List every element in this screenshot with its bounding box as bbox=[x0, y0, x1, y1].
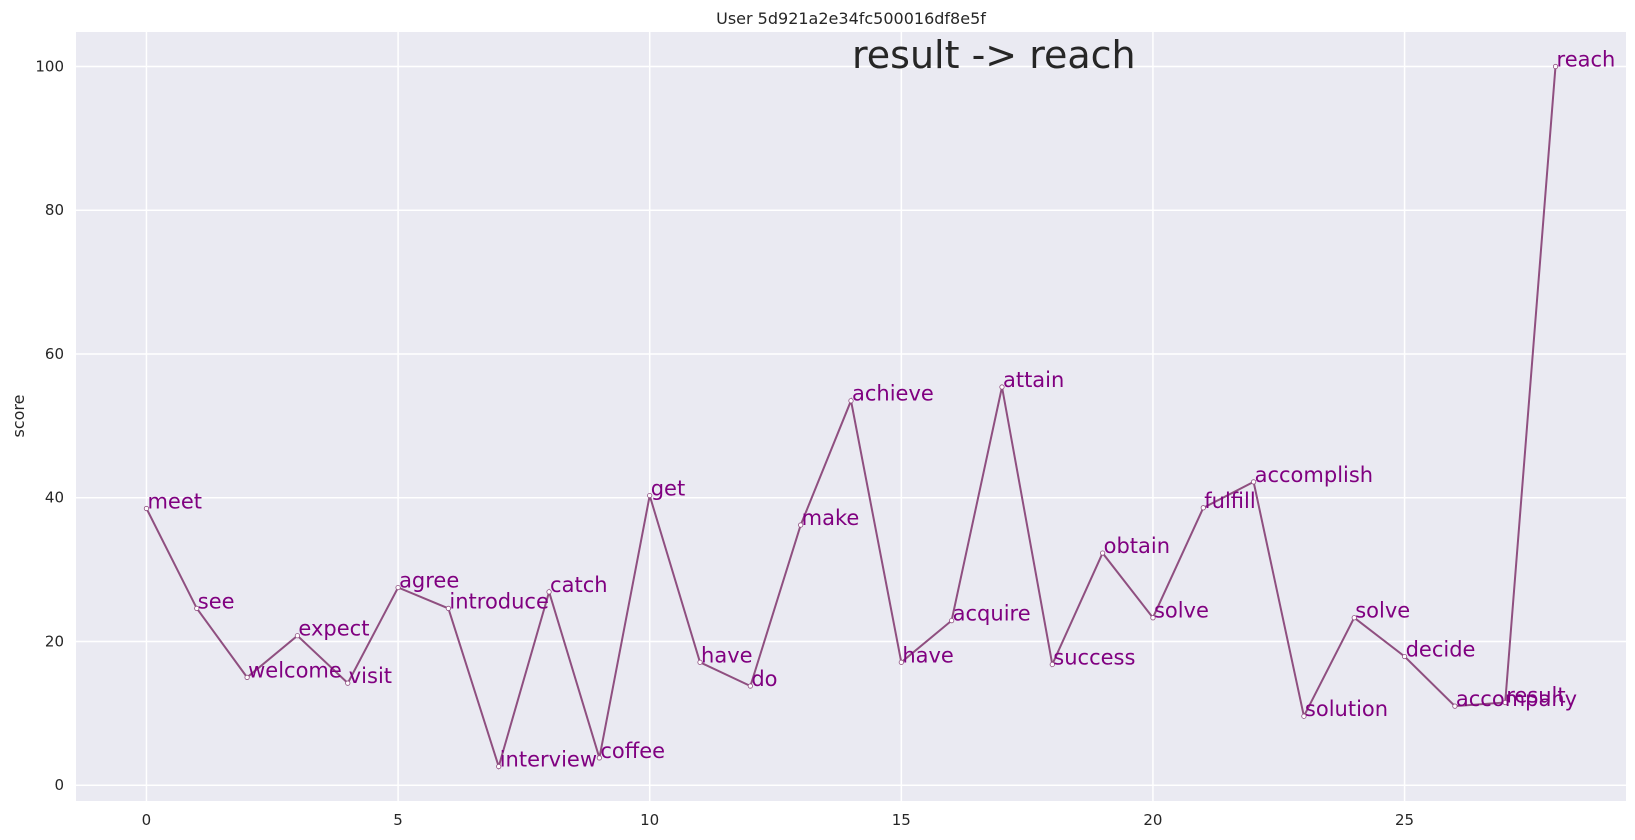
point-marker bbox=[345, 680, 351, 686]
point-label: attain bbox=[1003, 368, 1064, 392]
point-label: solve bbox=[1355, 599, 1410, 623]
point-marker bbox=[596, 755, 602, 761]
point-marker bbox=[848, 398, 854, 404]
point-marker bbox=[395, 584, 401, 591]
point-marker bbox=[1552, 63, 1559, 70]
point-label: obtain bbox=[1104, 534, 1170, 558]
x-tick-label: 10 bbox=[640, 811, 659, 829]
point-label: agree bbox=[399, 569, 459, 593]
point-marker bbox=[1100, 550, 1106, 556]
point-label: solve bbox=[1154, 599, 1209, 623]
point-marker bbox=[1049, 661, 1055, 668]
point-marker bbox=[747, 683, 753, 689]
point-marker bbox=[697, 659, 703, 665]
point-marker bbox=[143, 505, 150, 512]
point-label: welcome bbox=[248, 658, 342, 682]
point-marker bbox=[1452, 703, 1458, 709]
point-marker bbox=[294, 633, 301, 639]
point-label: success bbox=[1053, 645, 1135, 669]
point-marker bbox=[546, 589, 552, 595]
point-label: result bbox=[1506, 684, 1565, 708]
point-marker bbox=[999, 384, 1005, 390]
point-label: accomplish bbox=[1255, 463, 1374, 487]
x-tick-label: 0 bbox=[142, 811, 152, 829]
point-marker bbox=[898, 659, 904, 665]
point-marker bbox=[1301, 713, 1307, 719]
point-label: catch bbox=[550, 573, 608, 597]
x-tick-label: 5 bbox=[393, 811, 403, 829]
y-tick-label: 20 bbox=[45, 632, 64, 650]
point-label: acquire bbox=[953, 602, 1031, 626]
chart-title: User 5d921a2e34fc500016df8e5f bbox=[716, 9, 986, 28]
point-label: meet bbox=[147, 489, 202, 513]
y-tick-label: 80 bbox=[45, 201, 64, 219]
y-axis-ticks: 0 20 40 60 80 100 bbox=[35, 57, 64, 794]
y-tick-label: 60 bbox=[45, 345, 64, 363]
x-tick-label: 15 bbox=[892, 811, 911, 829]
point-label: accompany bbox=[1456, 687, 1577, 711]
point-label: decide bbox=[1406, 638, 1476, 662]
y-tick-label: 0 bbox=[54, 776, 64, 794]
point-marker bbox=[445, 605, 452, 611]
point-label: introduce bbox=[449, 589, 549, 613]
point-label: fulfill bbox=[1204, 489, 1255, 513]
chart-annotation: result -> reach bbox=[852, 33, 1136, 77]
point-label: do bbox=[751, 667, 777, 691]
y-tick-label: 40 bbox=[45, 489, 64, 507]
point-label: make bbox=[802, 506, 860, 530]
grid-lines bbox=[76, 32, 1626, 801]
point-label: get bbox=[651, 477, 685, 501]
point-label: reach bbox=[1557, 47, 1616, 71]
point-marker bbox=[1150, 615, 1156, 621]
point-marker bbox=[1250, 479, 1257, 485]
y-tick-label: 100 bbox=[35, 57, 64, 75]
point-marker bbox=[647, 492, 653, 499]
point-label: have bbox=[902, 643, 954, 667]
y-axis-label: score bbox=[9, 395, 28, 438]
point-marker bbox=[1502, 699, 1508, 706]
point-label: visit bbox=[349, 664, 392, 688]
point-marker bbox=[194, 605, 200, 611]
x-axis-ticks: 0 5 10 15 20 25 bbox=[142, 811, 1414, 829]
point-label: interview bbox=[500, 748, 597, 772]
point-marker bbox=[1200, 505, 1206, 511]
point-label: expect bbox=[298, 617, 369, 641]
point-label: see bbox=[198, 589, 235, 613]
x-tick-label: 25 bbox=[1395, 811, 1414, 829]
point-label: achieve bbox=[852, 382, 934, 406]
x-tick-label: 20 bbox=[1143, 811, 1162, 829]
point-marker bbox=[496, 763, 502, 770]
point-markers bbox=[143, 63, 1559, 770]
point-marker bbox=[244, 674, 250, 680]
point-marker bbox=[949, 618, 955, 624]
point-label: coffee bbox=[600, 739, 665, 763]
point-marker bbox=[1351, 615, 1357, 621]
point-marker bbox=[1401, 653, 1408, 660]
point-label: have bbox=[701, 643, 753, 667]
point-label: solution bbox=[1305, 697, 1388, 721]
plot-area bbox=[76, 32, 1626, 801]
point-marker bbox=[798, 522, 804, 528]
